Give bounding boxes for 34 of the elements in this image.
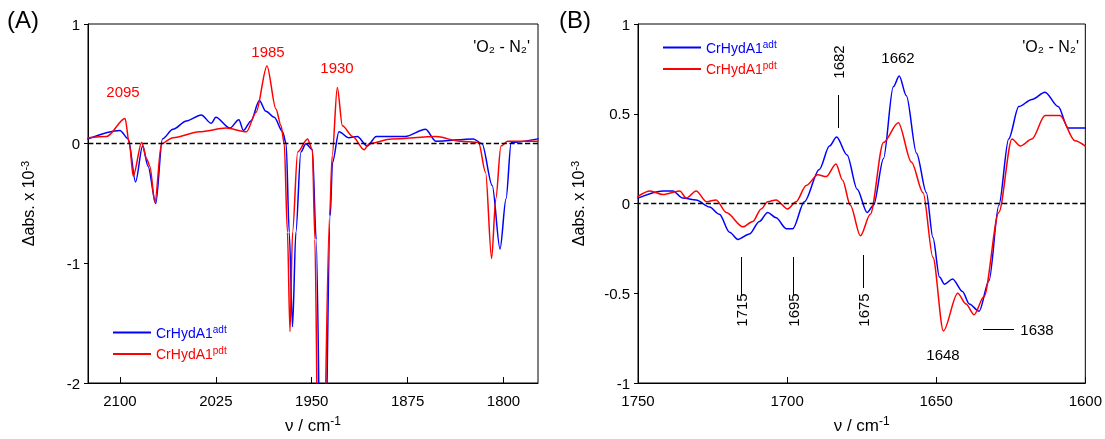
annotation: 1675: [854, 293, 872, 327]
x-tick-label: 1950: [295, 392, 329, 409]
chart-title: (A): [7, 5, 39, 33]
x-tick-label: 1750: [621, 392, 655, 409]
annotation: 2095: [106, 82, 140, 100]
x-tick-label: 2100: [103, 392, 137, 409]
annotation: 'O₂ - N₂': [473, 37, 530, 55]
x-tick-label: 2025: [199, 392, 233, 409]
y-axis-title: Δabs. x 10-3: [568, 160, 587, 247]
annotation: 1930: [320, 58, 354, 76]
x-tick-label: 1875: [390, 392, 425, 409]
y-axis-title: Δabs. x 10-3: [18, 160, 37, 247]
y-tick-label: -0.5: [604, 284, 630, 302]
y-tick-label: 0.5: [609, 105, 630, 123]
annotation: 1682: [829, 45, 847, 79]
y-tick-label: 1: [621, 15, 630, 33]
chart-title: (B): [559, 5, 591, 33]
y-tick-label: -1: [66, 254, 80, 272]
x-tick-label: 1800: [486, 392, 521, 409]
y-tick-label: 1: [71, 15, 80, 33]
annotation: 'O₂ - N₂': [1022, 37, 1079, 55]
annotation: 1695: [784, 293, 802, 327]
y-tick-label: 0: [621, 195, 630, 212]
annotation: 1662: [881, 48, 915, 66]
y-tick-label: -2: [66, 374, 80, 392]
x-tick-label: 1700: [770, 392, 804, 409]
y-tick-label: 0: [71, 135, 80, 153]
y-tick-label: -1: [616, 374, 630, 392]
annotation: 1715: [732, 293, 750, 327]
x-tick-label: 1650: [919, 392, 953, 409]
annotation: 1638: [1020, 320, 1054, 338]
annotation: 1648: [926, 345, 960, 363]
annotation: 1985: [251, 42, 285, 60]
x-tick-label: 1600: [1068, 392, 1102, 409]
